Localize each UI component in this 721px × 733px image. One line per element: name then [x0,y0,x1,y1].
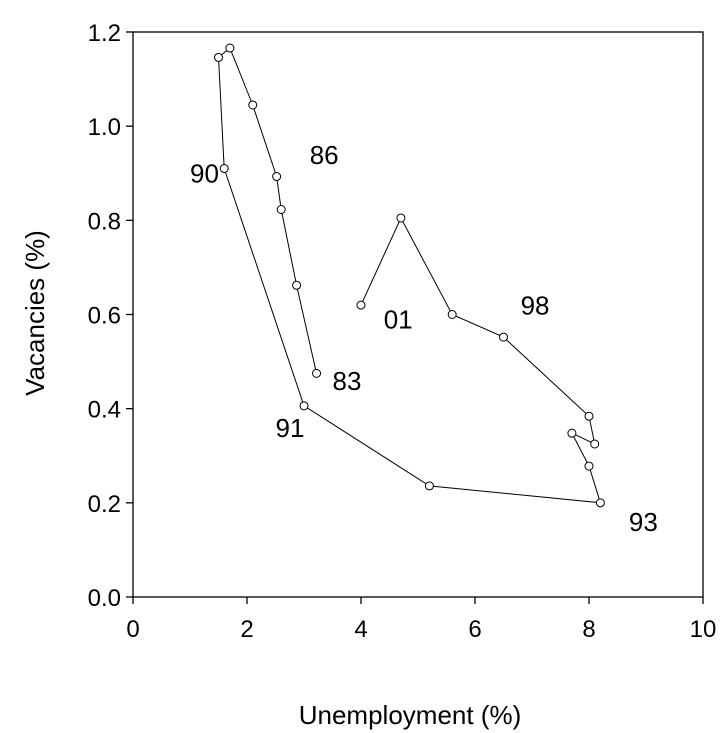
x-tick-label: 6 [468,616,481,643]
data-point [292,280,302,290]
data-point [276,205,286,215]
data-point [214,52,223,62]
data-point [396,213,406,223]
axes [132,31,704,598]
x-tick-label: 8 [582,616,595,643]
ticks: 0 2 4 6 8 10 0.0 0.2 0.4 0.6 0.8 1.0 1.2 [88,20,717,643]
x-axis-label: Unemployment (%) [299,700,522,730]
data-point [424,481,434,491]
data-point [590,439,600,449]
y-tick-label: 1.0 [88,114,121,141]
x-tick-label: 0 [126,616,139,643]
y-tick-label: 0.4 [88,397,121,424]
year-annotation: 01 [384,305,413,335]
data-point [272,172,282,182]
data-point [312,368,322,378]
year-annotation: 86 [310,140,339,170]
data-point [248,100,258,110]
data-point [584,461,594,471]
x-tick-label: 2 [240,616,253,643]
series [214,43,605,508]
x-tick-label: 4 [354,616,367,643]
data-point [499,332,508,342]
y-tick-label: 0.0 [88,585,121,612]
y-tick-label: 0.6 [88,303,121,330]
data-point [219,164,229,174]
data-point [299,401,309,411]
year-annotation: 98 [521,291,550,321]
plot-frame [132,31,704,598]
year-annotation: 83 [333,366,362,396]
y-axis-label: Vacancies (%) [20,230,50,396]
data-point [567,428,577,438]
data-point [584,411,594,421]
data-point [356,300,366,310]
x-tick-label: 10 [690,616,717,643]
data-point [225,43,235,53]
year-annotation: 93 [629,507,658,537]
year-annotation: 91 [276,413,305,443]
year-annotation: 90 [190,159,219,189]
data-point [595,498,605,508]
y-tick-label: 1.2 [88,20,121,47]
annotations: 83 86 90 91 93 98 01 [190,140,658,537]
data-point [447,310,457,319]
y-tick-label: 0.8 [88,208,121,235]
y-tick-label: 0.2 [88,491,121,518]
